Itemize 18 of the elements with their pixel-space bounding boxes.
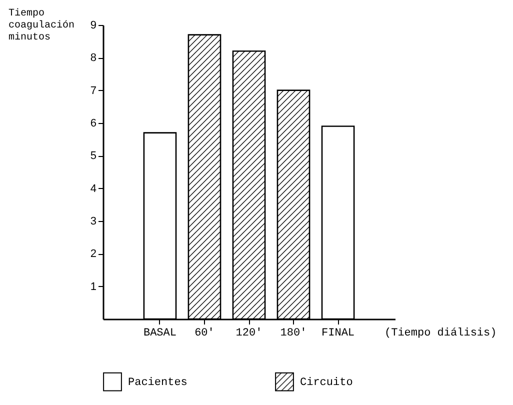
y-axis-title: Tiempo coagulación minutos [8, 8, 75, 44]
x-tick-label: 180' [280, 328, 307, 340]
x-tick-label: BASAL [143, 328, 176, 340]
y-tick-label: 6 [90, 118, 96, 130]
y-tick-label: 5 [90, 150, 96, 162]
legend-label: Pacientes [128, 376, 188, 389]
x-tick-label: 60' [194, 328, 214, 340]
x-axis-title: (Tiempo diálisis) [384, 328, 497, 340]
y-tick-label: 8 [90, 52, 96, 64]
y-tick-label: 3 [90, 216, 96, 228]
y-tick-label: 7 [90, 84, 96, 97]
y-tick-label: 4 [90, 182, 96, 195]
x-tick-label: 120' [236, 328, 262, 340]
y-tick-label: 1 [90, 280, 96, 293]
x-tick-label: FINAL [322, 328, 355, 340]
y-tick-label: 9 [90, 20, 96, 32]
y-tick-label: 2 [90, 248, 96, 260]
legend-label: Circuito [300, 376, 353, 389]
